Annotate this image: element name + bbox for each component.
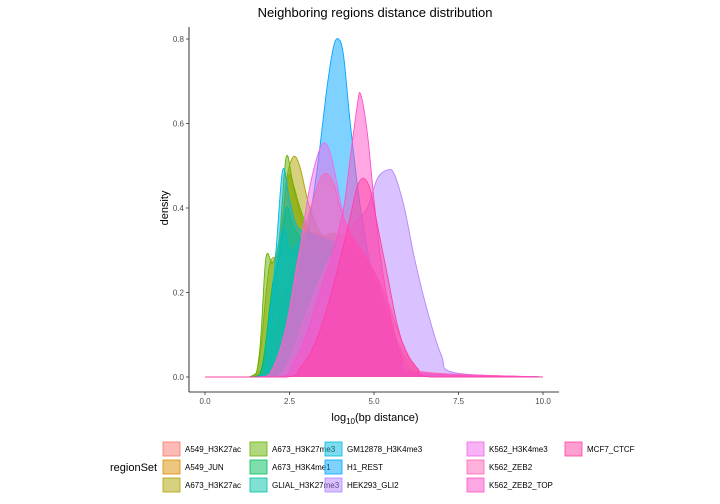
legend-key-a673-h3k4me1 bbox=[249, 459, 268, 475]
legend-label-k562-zeb2: K562_ZEB2 bbox=[489, 463, 533, 472]
legend-item-a673-h3k4me1: A673_H3K4me1 bbox=[249, 459, 331, 475]
x-tick-label: 0.0 bbox=[199, 397, 211, 406]
density-areas bbox=[205, 38, 544, 378]
legend-key-k562-zeb2-top bbox=[466, 477, 485, 493]
legend: A549_H3K27ac A549_JUN A673_H3K27ac A673_H3K… bbox=[162, 441, 635, 493]
legend-item-gm12878-h3k4me3: GM12878_H3K4me3 bbox=[324, 441, 423, 457]
legend-item-a549-jun: A549_JUN bbox=[162, 459, 224, 475]
chart-title: Neighboring regions distance distributio… bbox=[258, 5, 493, 20]
legend-item-k562-zeb2-top: K562_ZEB2_TOP bbox=[466, 477, 553, 493]
x-tick-label: 7.5 bbox=[453, 397, 465, 406]
legend-item-h1-rest: H1_REST bbox=[324, 459, 383, 475]
y-axis-ticks: 0.0 0.2 0.4 0.6 0.8 bbox=[173, 35, 189, 382]
y-axis-title: density bbox=[159, 190, 171, 225]
legend-key-a549-jun bbox=[162, 459, 181, 475]
x-tick-label: 2.5 bbox=[284, 397, 296, 406]
legend-label-a673-h3k27ac: A673_H3K27ac bbox=[185, 481, 241, 490]
legend-item-glial-h3k27me3: GLIAL_H3K27me3 bbox=[249, 477, 340, 493]
y-tick-label: 0.4 bbox=[173, 204, 185, 213]
x-axis-ticks: 0.0 2.5 5.0 7.5 10.0 bbox=[199, 392, 551, 406]
series-line-mcf7-ctcf bbox=[205, 177, 543, 378]
legend-key-gm12878-h3k4me3 bbox=[324, 441, 343, 457]
legend-key-glial-h3k27me3 bbox=[249, 477, 268, 493]
x-axis-title-rest: (bp distance) bbox=[355, 412, 419, 424]
legend-key-hek293-gli2 bbox=[324, 477, 343, 493]
legend-title: regionSet bbox=[110, 462, 157, 474]
legend-item-k562-zeb2: K562_ZEB2 bbox=[466, 459, 533, 475]
legend-key-k562-h3k4me3 bbox=[466, 441, 485, 457]
x-axis-title-subscript: 10 bbox=[346, 417, 355, 426]
x-tick-label: 5.0 bbox=[368, 397, 380, 406]
legend-key-a673-h3k27me3 bbox=[249, 441, 268, 457]
legend-key-k562-zeb2 bbox=[466, 459, 485, 475]
legend-label-a673-h3k27me3: A673_H3K27me3 bbox=[272, 445, 336, 454]
series-area-mcf7-ctcf bbox=[205, 178, 543, 377]
legend-item-mcf7-ctcf: MCF7_CTCF bbox=[564, 441, 635, 457]
legend-key-a549-h3k27ac bbox=[162, 441, 181, 457]
legend-label-a549-h3k27ac: A549_H3K27ac bbox=[185, 445, 241, 454]
legend-key-a673-h3k27ac bbox=[162, 477, 181, 493]
legend-key-mcf7-ctcf bbox=[564, 441, 583, 457]
y-tick-label: 0.6 bbox=[173, 120, 185, 129]
legend-item-k562-h3k4me3: K562_H3K4me3 bbox=[466, 441, 548, 457]
y-tick-label: 0.2 bbox=[173, 289, 185, 298]
legend-label-glial-h3k27me3: GLIAL_H3K27me3 bbox=[272, 481, 340, 490]
legend-label-k562-zeb2-top: K562_ZEB2_TOP bbox=[489, 481, 553, 490]
legend-item-a549-h3k27ac: A549_H3K27ac bbox=[162, 441, 241, 457]
series-line-k562-zeb2 bbox=[205, 173, 544, 378]
legend-label-mcf7-ctcf: MCF7_CTCF bbox=[587, 445, 635, 454]
legend-label-a673-h3k4me1: A673_H3K4me1 bbox=[272, 463, 331, 472]
legend-label-k562-h3k4me3: K562_H3K4me3 bbox=[489, 445, 548, 454]
legend-label-h1-rest: H1_REST bbox=[347, 463, 383, 472]
legend-label-a549-jun: A549_JUN bbox=[185, 463, 224, 472]
legend-item-a673-h3k27ac: A673_H3K27ac bbox=[162, 477, 241, 493]
legend-label-hek293-gli2: HEK293_GLI2 bbox=[347, 481, 399, 490]
legend-key-h1-rest bbox=[324, 459, 343, 475]
x-axis-title-base: log bbox=[331, 412, 346, 424]
x-tick-label: 10.0 bbox=[535, 397, 551, 406]
series-mcf7-ctcf bbox=[205, 177, 543, 378]
y-tick-label: 0.8 bbox=[173, 35, 185, 44]
legend-item-a673-h3k27me3: A673_H3K27me3 bbox=[249, 441, 336, 457]
legend-item-hek293-gli2: HEK293_GLI2 bbox=[324, 477, 399, 493]
y-tick-label: 0.0 bbox=[173, 373, 185, 382]
legend-label-gm12878-h3k4me3: GM12878_H3K4me3 bbox=[347, 445, 423, 454]
x-axis-title: log10(bp distance) bbox=[331, 412, 418, 426]
